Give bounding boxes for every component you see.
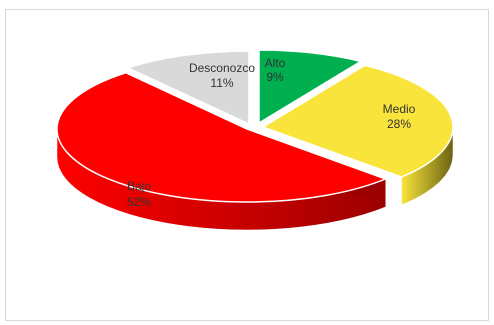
chart-frame: Alto 9% Medio 28% Bajo 52% Desconozco 11% [5,9,489,321]
slice-medio[interactable] [261,64,454,178]
slice-value-bajo: 52% [127,195,151,209]
slice-value-alto: 9% [266,70,284,84]
slice-bajo[interactable] [56,71,388,203]
slice-alto[interactable] [258,49,363,125]
slice-value-medio: 28% [387,117,411,131]
slice-label-bajo: Bajo [127,179,151,193]
slice-value-desconozco: 11% [210,76,233,90]
slice-label-desconozco: Desconozco [189,61,255,75]
slice-desconozco[interactable] [125,50,250,126]
slice-label-alto: Alto [265,56,286,70]
slice-label-medio: Medio [383,102,416,116]
